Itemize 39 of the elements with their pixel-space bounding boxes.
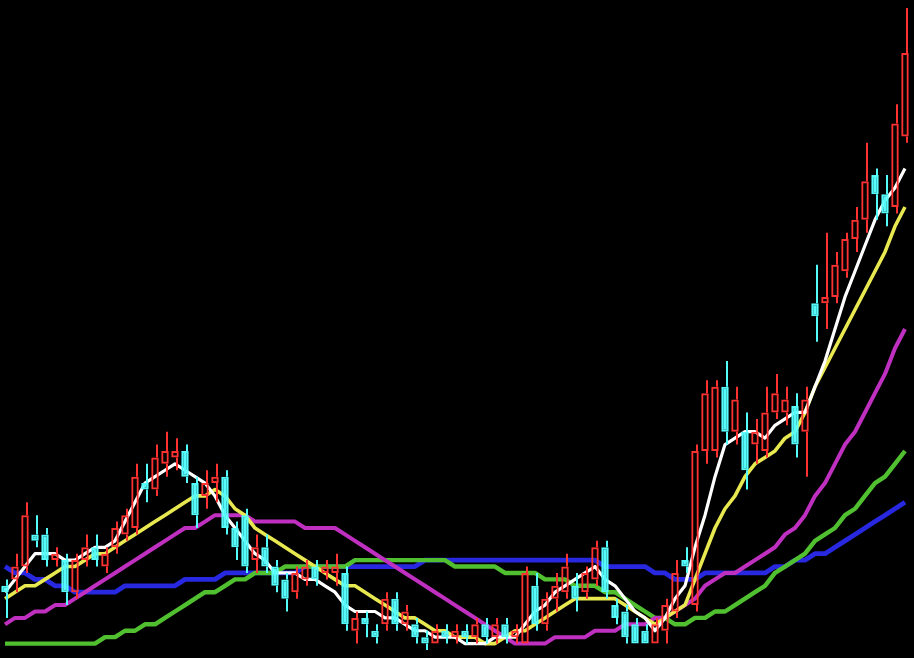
- candlestick: [461, 623, 469, 645]
- candlestick: [641, 623, 649, 644]
- candlestick: [501, 616, 509, 645]
- candlestick: [481, 616, 489, 645]
- candlestick: [41, 527, 49, 568]
- candlestick: [621, 604, 629, 645]
- candlestick: [341, 565, 349, 632]
- candlestick: [881, 173, 889, 228]
- candlestick: [611, 597, 619, 626]
- candlestick: [1, 578, 9, 619]
- candlestick: [371, 623, 379, 645]
- candlestick: [181, 443, 189, 485]
- candlestick: [231, 520, 239, 562]
- candlestick: [871, 167, 879, 221]
- candlestick: [681, 546, 689, 574]
- candlestick: [391, 591, 399, 632]
- candlestick: [241, 507, 249, 574]
- candlestick: [441, 623, 449, 645]
- candlestick: [571, 571, 579, 613]
- candlestick: [361, 610, 369, 639]
- candlestick: [91, 533, 99, 568]
- candlestick: [721, 360, 729, 446]
- candlestick: [811, 263, 819, 343]
- candlestick: [191, 475, 199, 530]
- candlestick: [271, 559, 279, 594]
- candlestick: [61, 552, 69, 607]
- candlestick: [281, 571, 289, 613]
- candlestick: [141, 462, 149, 504]
- candlestick: [411, 616, 419, 645]
- candlestick: [421, 629, 429, 651]
- candlestick: [311, 559, 319, 587]
- candlestick: [791, 392, 799, 459]
- candlestick: [221, 469, 229, 536]
- candlestick: [261, 533, 269, 574]
- candlestick: [741, 411, 749, 491]
- candlestick: [31, 514, 39, 549]
- candlestick: [631, 616, 639, 644]
- candlestick: [601, 539, 609, 600]
- candlestick: [531, 571, 539, 632]
